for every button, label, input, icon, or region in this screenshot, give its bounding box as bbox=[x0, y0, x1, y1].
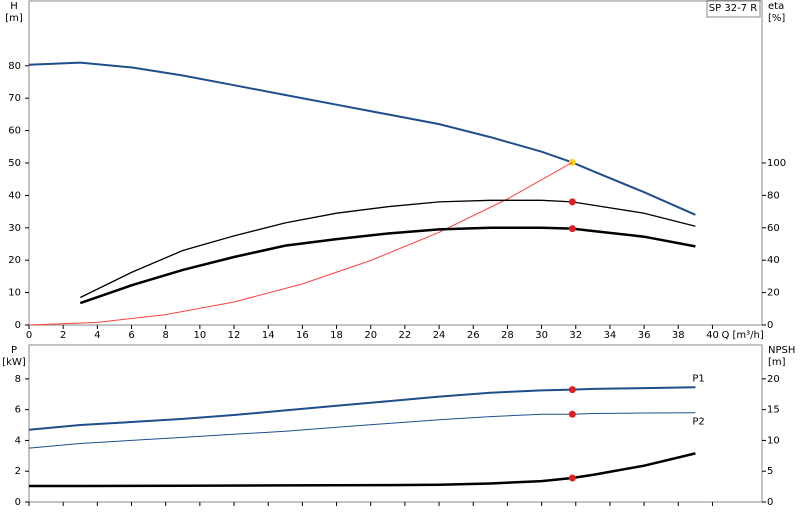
x-tick-label: 6 bbox=[128, 330, 134, 341]
y2-tick-label: 40 bbox=[767, 255, 780, 266]
y-tick-label: 80 bbox=[8, 61, 21, 72]
y2-tick-label: 20 bbox=[767, 374, 780, 385]
y-axis-label: P bbox=[11, 345, 17, 356]
plot-frame bbox=[28, 0, 763, 326]
x-tick-label: 22 bbox=[399, 330, 412, 341]
y-tick-label: 30 bbox=[8, 223, 21, 234]
y-tick-label: 10 bbox=[8, 288, 21, 299]
y2-tick-label: 60 bbox=[767, 223, 780, 234]
plot-frame bbox=[28, 344, 763, 503]
y-tick-label: 2 bbox=[15, 466, 21, 477]
curve bbox=[28, 161, 573, 326]
y2-tick-label: 0 bbox=[767, 320, 773, 331]
x-tick-label: 30 bbox=[535, 330, 548, 341]
series-label: P2 bbox=[692, 417, 704, 428]
y-tick-label: 50 bbox=[8, 158, 21, 169]
chart-title: SP 32-7 R bbox=[709, 3, 757, 14]
duty-point bbox=[568, 158, 576, 166]
duty-point bbox=[568, 474, 576, 482]
y-tick-label: 4 bbox=[15, 435, 21, 446]
y-tick-label: 70 bbox=[8, 93, 21, 104]
y-tick-label: 0 bbox=[15, 320, 21, 331]
x-tick-label: 40 bbox=[706, 330, 719, 341]
x-axis-label: Q [m³/h] bbox=[721, 330, 763, 341]
y-tick-label: 6 bbox=[15, 405, 21, 416]
series-label: P1 bbox=[692, 373, 704, 384]
curve bbox=[29, 452, 696, 488]
x-tick-label: 38 bbox=[672, 330, 685, 341]
y2-tick-label: 80 bbox=[767, 190, 780, 201]
y2-axis-label: NPSH bbox=[768, 345, 795, 356]
y2-tick-label: 100 bbox=[767, 158, 786, 169]
curve bbox=[28, 61, 696, 216]
title-box bbox=[706, 0, 761, 18]
y-tick-label: 8 bbox=[15, 374, 21, 385]
x-tick-label: 34 bbox=[604, 330, 617, 341]
y2-axis-label: [m] bbox=[768, 357, 786, 368]
y-axis-label: H bbox=[10, 1, 18, 12]
x-tick-label: 24 bbox=[433, 330, 446, 341]
curve bbox=[28, 412, 696, 449]
y-tick-label: 20 bbox=[8, 255, 21, 266]
curve bbox=[79, 226, 696, 305]
x-tick-label: 16 bbox=[296, 330, 309, 341]
y-tick-label: 60 bbox=[8, 126, 21, 137]
x-tick-label: 28 bbox=[501, 330, 514, 341]
duty-point bbox=[568, 225, 576, 233]
duty-point bbox=[568, 410, 576, 418]
x-tick-label: 2 bbox=[60, 330, 66, 341]
y2-axis-label: [%] bbox=[768, 13, 785, 24]
x-tick-label: 14 bbox=[262, 330, 275, 341]
y2-axis-label: eta bbox=[768, 1, 784, 12]
curve bbox=[80, 199, 696, 299]
x-tick-label: 12 bbox=[228, 330, 241, 341]
x-tick-label: 26 bbox=[467, 330, 480, 341]
y2-tick-label: 15 bbox=[767, 405, 780, 416]
y-axis-label: [m] bbox=[5, 13, 23, 24]
x-tick-label: 20 bbox=[364, 330, 377, 341]
y-tick-label: 0 bbox=[15, 497, 21, 508]
x-tick-label: 8 bbox=[163, 330, 169, 341]
curve bbox=[28, 386, 696, 431]
y2-tick-label: 20 bbox=[767, 288, 780, 299]
x-tick-label: 10 bbox=[193, 330, 206, 341]
y2-tick-label: 5 bbox=[767, 466, 773, 477]
y2-tick-label: 0 bbox=[767, 497, 773, 508]
y-axis-label: [kW] bbox=[2, 357, 26, 368]
y2-tick-label: 10 bbox=[767, 435, 780, 446]
duty-point bbox=[568, 386, 576, 394]
y-tick-label: 40 bbox=[8, 190, 21, 201]
x-tick-label: 0 bbox=[26, 330, 32, 341]
x-tick-label: 32 bbox=[569, 330, 582, 341]
x-tick-label: 18 bbox=[330, 330, 343, 341]
duty-point bbox=[568, 198, 576, 206]
x-tick-label: 36 bbox=[638, 330, 651, 341]
x-tick-label: 4 bbox=[94, 330, 100, 341]
